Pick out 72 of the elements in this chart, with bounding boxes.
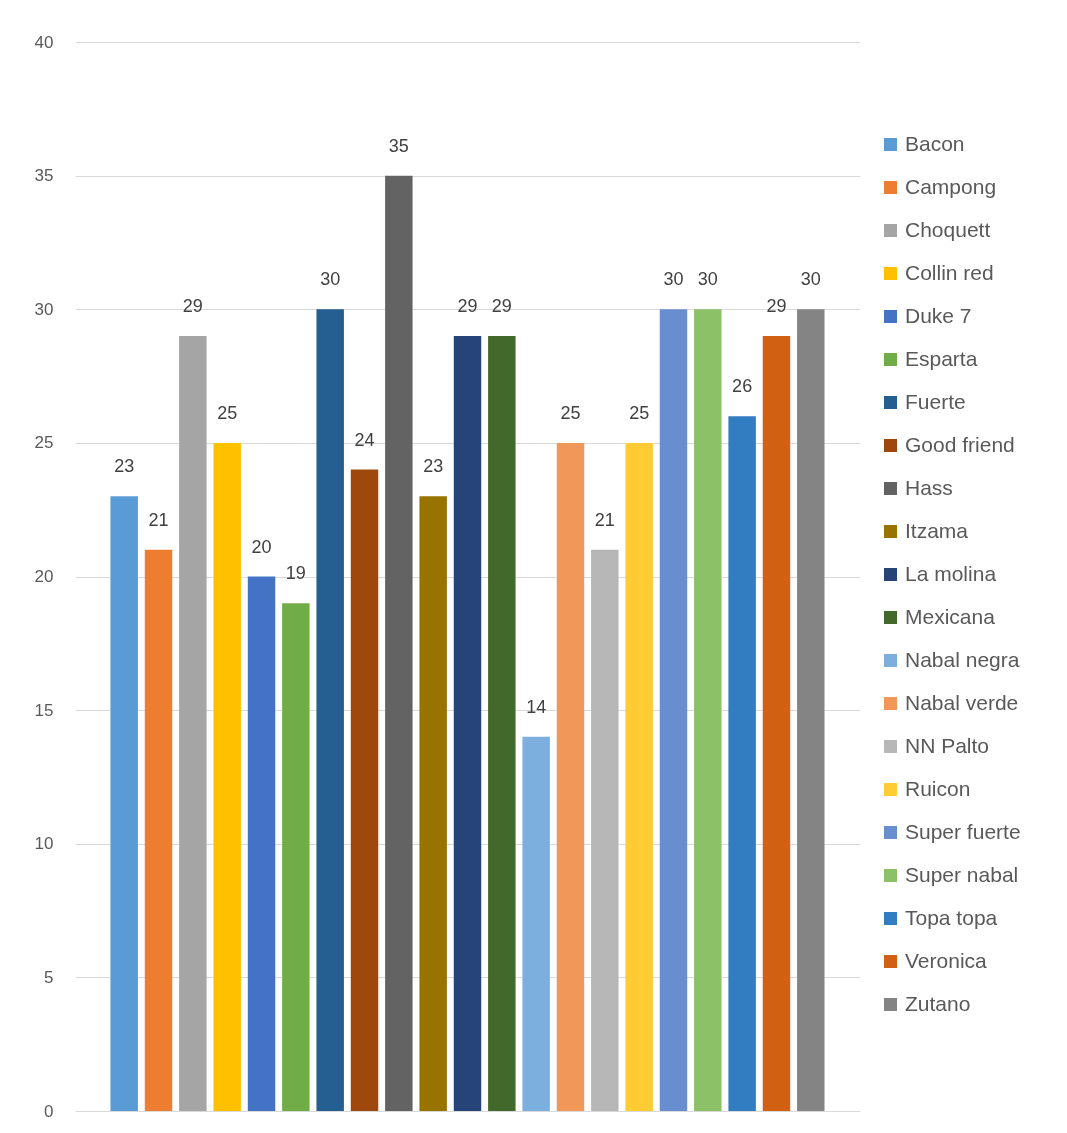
legend-label: Itzama bbox=[905, 518, 969, 542]
y-tick-label: 5 bbox=[44, 967, 54, 987]
legend-label: Fuerte bbox=[905, 389, 966, 413]
bar bbox=[110, 496, 138, 1111]
data-label: 24 bbox=[354, 429, 375, 450]
bar bbox=[625, 442, 653, 1111]
y-tick-label: 0 bbox=[44, 1101, 54, 1121]
data-label: 25 bbox=[629, 402, 650, 423]
y-tick-label: 25 bbox=[34, 433, 54, 453]
bar bbox=[453, 335, 482, 1111]
bar bbox=[385, 175, 413, 1111]
bar bbox=[350, 469, 379, 1111]
data-label: 29 bbox=[457, 295, 478, 316]
legend-label: La molina bbox=[905, 561, 997, 585]
bar bbox=[762, 335, 791, 1111]
data-label: 21 bbox=[594, 509, 615, 530]
bar bbox=[659, 309, 688, 1111]
bar bbox=[282, 603, 310, 1111]
data-label: 30 bbox=[663, 269, 684, 290]
legend-label: Zutano bbox=[905, 991, 971, 1015]
data-label: 21 bbox=[148, 509, 169, 530]
bar bbox=[591, 549, 619, 1111]
bar bbox=[488, 335, 516, 1111]
y-tick-label: 20 bbox=[34, 567, 54, 586]
data-label: 29 bbox=[182, 295, 203, 316]
data-label: 30 bbox=[697, 269, 718, 290]
legend-label: Bacon bbox=[905, 131, 965, 155]
bar bbox=[797, 309, 825, 1111]
legend-label: Duke 7 bbox=[905, 303, 972, 327]
legend-label: Super fuerte bbox=[905, 819, 1021, 843]
data-label: 14 bbox=[526, 696, 547, 717]
legend-label: Veronica bbox=[905, 948, 988, 972]
bar bbox=[179, 335, 207, 1111]
bar bbox=[419, 496, 447, 1111]
data-label: 29 bbox=[766, 295, 787, 316]
legend-label: Topa topa bbox=[905, 905, 998, 929]
legend-label: Good friend bbox=[905, 432, 1015, 456]
bar bbox=[144, 549, 173, 1111]
y-tick-label: 30 bbox=[34, 299, 54, 319]
data-label: 25 bbox=[217, 402, 238, 423]
bar bbox=[522, 736, 550, 1111]
data-label: 23 bbox=[423, 456, 444, 477]
legend-label: Nabal verde bbox=[905, 690, 1019, 714]
legend-label: Ruicon bbox=[905, 776, 971, 800]
legend-label: Mexicana bbox=[905, 604, 996, 628]
bar bbox=[213, 442, 241, 1111]
legend-label: Choquett bbox=[905, 217, 991, 241]
legend-label: Hass bbox=[905, 475, 953, 499]
legend-label: Campong bbox=[905, 174, 997, 198]
data-label: 26 bbox=[732, 376, 753, 397]
data-label: 23 bbox=[114, 456, 135, 477]
data-label: 25 bbox=[560, 402, 581, 423]
legend-label: Super nabal bbox=[905, 862, 1019, 886]
y-tick-label: 40 bbox=[34, 32, 54, 52]
bar bbox=[694, 309, 722, 1111]
bar bbox=[316, 309, 344, 1111]
data-label: 29 bbox=[491, 295, 512, 316]
y-tick-label: 10 bbox=[34, 834, 54, 854]
data-label: 30 bbox=[320, 269, 341, 290]
data-label: 30 bbox=[800, 269, 821, 290]
legend-label: NN Palto bbox=[905, 733, 990, 757]
legend-label: Esparta bbox=[905, 346, 978, 370]
data-label: 19 bbox=[285, 563, 306, 584]
data-label: 35 bbox=[388, 135, 409, 156]
legend-label: Collin red bbox=[905, 260, 994, 284]
bar bbox=[556, 442, 585, 1111]
y-tick-label: 15 bbox=[34, 700, 54, 720]
data-label: 20 bbox=[251, 536, 272, 557]
bar bbox=[728, 416, 756, 1111]
bar bbox=[247, 576, 276, 1111]
legend-label: Nabal negra bbox=[905, 647, 1020, 671]
y-tick-label: 35 bbox=[34, 166, 54, 186]
